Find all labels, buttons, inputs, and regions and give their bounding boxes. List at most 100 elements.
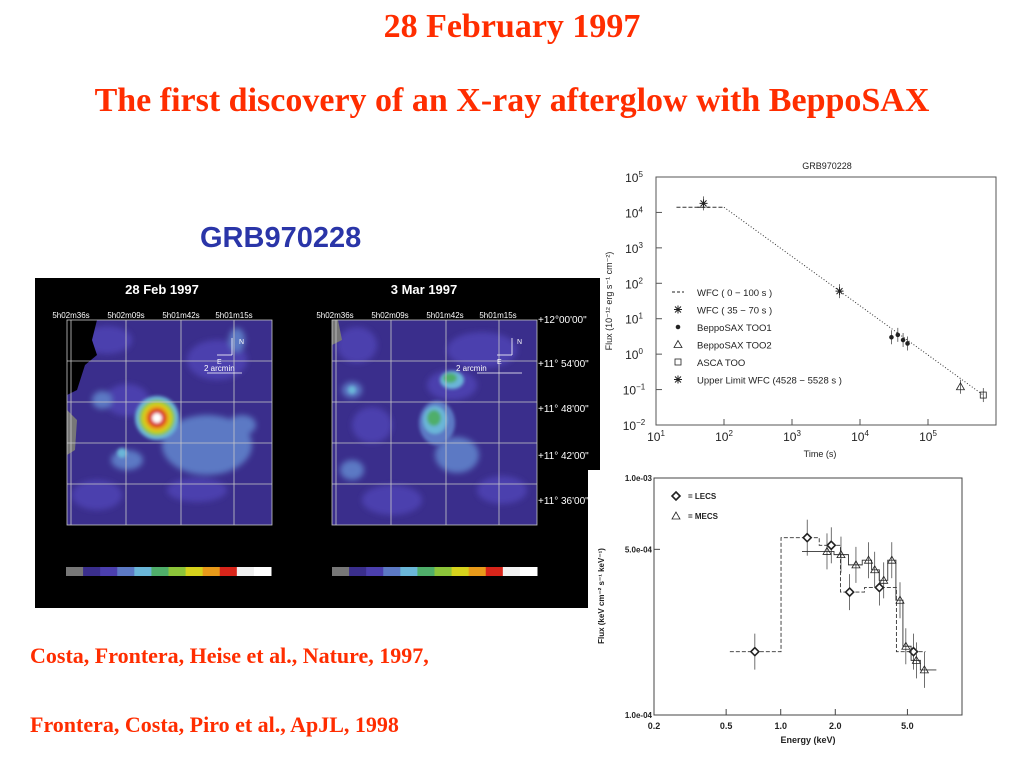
dec-tick-2: +11° 54'00" [538,359,589,370]
left-image-title: 28 Feb 1997 [125,282,199,297]
left-ra-tick-3: 5h01m42s [162,311,199,320]
data-point [895,332,901,338]
xray-image-panel: 28 Feb 1997 5h02m36s 5h02m09s 5h01m42s 5… [35,278,600,608]
left-colorbar [66,567,272,576]
data-point [826,540,837,551]
data-point [699,199,708,208]
y-tick-label: 1.0e-03 [625,474,653,483]
data-point [905,341,910,346]
spectrum-chart: Flux (keV cm⁻² s⁻¹ keV⁻¹) Energy (keV) 0… [588,470,968,755]
colorbar-swatch [236,567,255,576]
colorbar-swatch [451,567,470,576]
data-point [863,555,874,564]
left-xray-image: 28 Feb 1997 5h02m36s 5h02m09s 5h01m42s 5… [52,282,273,576]
legend-entry: = LECS [688,492,717,501]
legend-entry: ASCA TOO [697,358,745,369]
colorbar-swatch [66,567,84,576]
right-compass [477,338,522,374]
light-curve-ylabel: Flux (10⁻¹² erg s⁻¹ cm⁻²) [604,252,614,351]
data-point [802,532,813,543]
left-scale-text: 2 arcmin [204,364,235,373]
right-ra-tick-4: 5h01m15s [479,311,516,320]
data-point [895,595,905,604]
data-point [844,586,855,598]
colorbar-swatch [485,567,504,576]
light-curve-title: GRB970228 [802,161,852,171]
y-tick-label: 1.0e-04 [625,711,653,720]
right-scale-text: 2 arcmin [456,364,487,373]
right-ra-tick-1: 5h02m36s [316,311,353,320]
spectrum-xlabel: Energy (keV) [780,735,835,745]
data-point [822,546,832,555]
dec-axis-labels: +12°00'00" +11° 54'00" +11° 48'00" +11° … [538,315,589,507]
colorbar-swatch [400,567,418,576]
data-point [955,381,966,391]
data-point [919,665,930,674]
slide-main-title: The first discovery of an X-ray afterglo… [94,82,930,119]
data-point [887,555,897,564]
legend-entry: = MECS [688,512,719,521]
legend-marker [674,358,682,366]
data-point [879,575,889,584]
colorbar-swatch [502,567,521,576]
data-point [900,337,906,343]
dec-tick-5: +11° 36'00" [538,496,589,507]
left-compass-n: N [239,339,244,346]
right-compass-e: E [497,359,502,366]
legend-entry: WFC ( 0 − 100 s ) [697,288,772,299]
colorbar-swatch [332,567,350,576]
slide-date-title: 28 February 1997 [383,8,641,45]
reference-1: Costa, Frontera, Heise et al., Nature, 1… [30,643,429,668]
colorbar-swatch [151,567,169,576]
right-xray-image: 3 Mar 1997 5h02m36s 5h02m09s 5h01m42s 5h… [316,282,538,576]
colorbar-swatch [349,567,367,576]
spectrum-ylabel: Flux (keV cm⁻² s⁻¹ keV⁻¹) [597,548,606,644]
model-step-line [729,537,926,653]
legend-entry: BeppoSAX TOO1 [697,323,772,334]
colorbar-swatch [83,567,101,576]
data-point [889,334,894,340]
data-point [874,582,885,593]
left-ra-tick-2: 5h02m09s [107,311,144,320]
colorbar-swatch [519,567,538,576]
legend-entry: Upper Limit WFC (4528 − 5528 s ) [697,376,842,387]
data-point [901,641,911,650]
data-point [870,564,880,574]
legend-marker [674,375,682,384]
reference-2: Frontera, Costa, Piro et al., ApJL, 1998 [30,712,399,737]
left-compass [207,338,242,374]
legend-marker [670,490,682,502]
colorbar-swatch [434,567,453,576]
data-point [851,560,861,569]
right-ra-tick-2: 5h02m09s [371,311,408,320]
legend-marker [671,511,681,520]
colorbar-swatch [219,567,238,576]
x-tick-label: 5.0 [901,721,914,731]
x-tick-label: 0.2 [648,721,661,731]
light-curve-xlabel: Time (s) [804,449,837,459]
left-ra-tick-4: 5h01m15s [215,311,252,320]
legend-marker [675,324,681,330]
colorbar-swatch [366,567,384,576]
colorbar-swatch [168,567,187,576]
left-compass-e: E [217,359,222,366]
legend-marker [673,339,683,348]
colorbar-swatch [117,567,135,576]
light-curve-chart: GRB970228 Flux (10⁻¹² erg s⁻¹ cm⁻²) Time… [600,155,1005,463]
colorbar-swatch [202,567,221,576]
colorbar-swatch [134,567,152,576]
legend-entry: WFC ( 35 − 70 s ) [697,306,772,317]
data-point [835,287,844,296]
y-tick-label: 5.0e-04 [625,545,653,554]
right-image-title: 3 Mar 1997 [391,282,458,297]
dec-tick-4: +11° 42'00" [538,451,589,462]
legend-entry: BeppoSAX TOO2 [697,341,772,352]
left-ra-tick-1: 5h02m36s [52,311,89,320]
x-tick-label: 0.5 [720,721,733,731]
data-point [911,655,922,664]
right-colorbar [332,567,538,576]
legend-marker [674,305,682,314]
colorbar-swatch [253,567,272,576]
right-compass-n: N [517,339,522,346]
colorbar-swatch [417,567,435,576]
